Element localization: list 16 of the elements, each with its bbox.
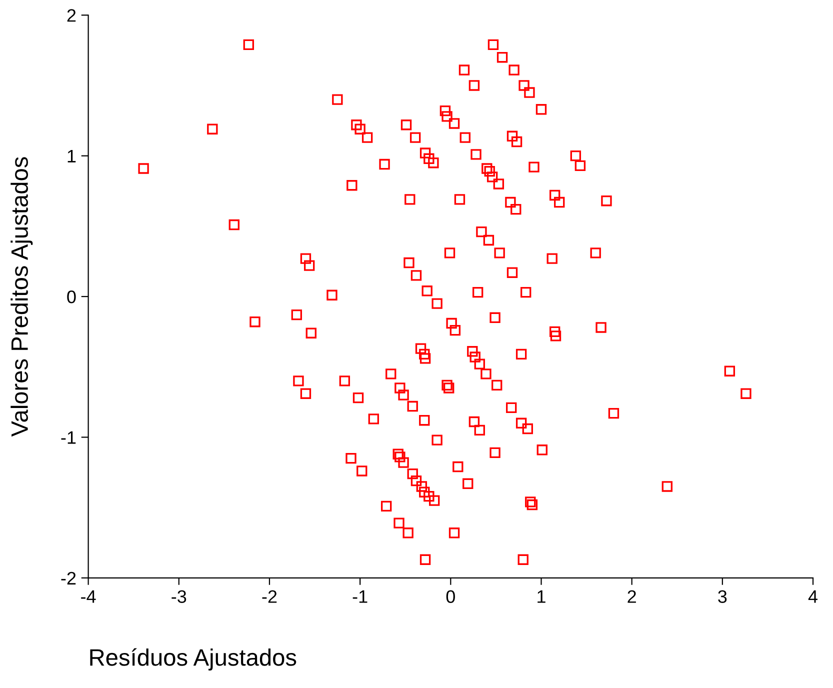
y-tick-label: -1	[61, 431, 76, 444]
x-tick-label: 0	[446, 590, 455, 603]
y-tick-label: -2	[61, 572, 76, 584]
x-tick-label: 1	[538, 590, 546, 603]
x-tick-label: -3	[172, 590, 186, 603]
x-tick-label: -2	[262, 590, 277, 603]
x-tick-label: 3	[718, 590, 727, 603]
y-tick-label: 0	[67, 290, 76, 304]
x-tick-label: 2	[628, 590, 636, 603]
x-tick-label: -1	[352, 590, 368, 603]
y-axis-title: Valores Preditos Ajustados	[10, 157, 33, 437]
x-axis-title: Resíduos Ajustados	[90, 648, 296, 671]
x-tick-label: -4	[81, 590, 96, 603]
y-tick-label: 2	[67, 9, 76, 22]
y-tick-label: 1	[68, 150, 76, 162]
x-tick-label: 4	[808, 590, 818, 603]
